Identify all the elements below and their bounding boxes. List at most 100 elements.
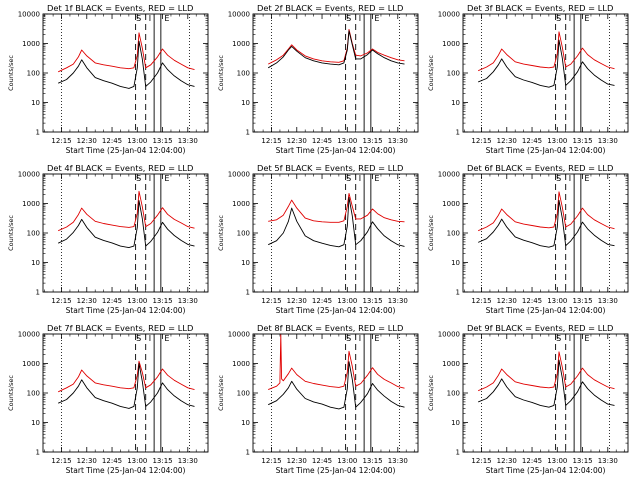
x-tick-label: 12:15 [261,457,281,465]
x-tick-label: 12:45 [522,297,542,305]
x-axis-label: Start Time (25-Jan-04 12:04:00) [66,466,186,475]
x-tick-label: 12:15 [261,297,281,305]
panel-title: Det 5f BLACK = Events, RED = LLD [257,163,403,173]
interval-marker-label: S [136,334,141,343]
plot-frame [462,13,629,133]
y-tick-label: 1000 [442,40,460,48]
y-axis-label: Counts/sec [7,215,15,251]
panel-title: Det 6f BLACK = Events, RED = LLD [467,163,613,173]
y-axis-label: Counts/sec [427,55,435,91]
lld-series-line [478,31,615,72]
y-tick-label: 10000 [18,11,40,19]
y-tick-label: 1 [36,289,40,297]
panel-1: Det 1f BLACK = Events, RED = LLD Counts/s… [7,3,209,155]
interval-marker-label: S [346,14,351,23]
y-tick-label: 100 [447,70,460,78]
interval-marker-label: S [346,334,351,343]
x-tick-label: 12:15 [51,457,71,465]
interval-marker-label: E [584,14,589,23]
events-series-line [478,39,615,88]
y-tick-label: 100 [27,70,40,78]
interval-marker-label: S [136,14,141,23]
x-tick-label: 12:45 [312,297,332,305]
y-tick-label: 1 [36,129,40,137]
plot-frame [42,173,209,293]
y-tick-label: 10 [31,419,40,427]
y-tick-label: 100 [237,70,250,78]
x-axis-label: Start Time (25-Jan-04 12:04:00) [276,306,396,315]
y-tick-label: 1000 [232,200,250,208]
y-tick-label: 10000 [228,171,250,179]
interval-marker-label: I [569,174,571,183]
interval-marker-label: S [346,174,351,183]
x-tick-label: 12:45 [102,297,122,305]
interval-marker-label: I [569,334,571,343]
x-tick-label: 13:15 [362,137,382,145]
y-tick-label: 1000 [22,200,40,208]
events-series-line [58,40,195,89]
y-tick-label: 1 [456,129,460,137]
panel-3: Det 3f BLACK = Events, RED = LLD Counts/s… [427,3,629,155]
x-tick-label: 12:45 [312,457,332,465]
x-tick-label: 12:30 [77,137,97,145]
panel-7: Det 7f BLACK = Events, RED = LLD Counts/s… [7,323,209,475]
events-series-line [268,197,405,248]
y-axis-label: Counts/sec [427,215,435,251]
x-axis-label: Start Time (25-Jan-04 12:04:00) [486,466,606,475]
interval-marker-label: I [359,334,361,343]
y-tick-label: 10 [31,99,40,107]
interval-marker-label: I [149,334,151,343]
events-series-line [267,30,405,69]
y-tick-label: 1000 [442,200,460,208]
x-tick-label: 13:15 [572,457,592,465]
lld-series-line [267,28,405,65]
x-tick-label: 12:15 [471,297,491,305]
y-axis-label: Counts/sec [217,55,225,91]
panel-title: Det 1f BLACK = Events, RED = LLD [47,3,193,13]
y-axis-label: Counts/sec [217,215,225,251]
interval-marker-label: E [374,334,379,343]
panel-8: Det 8f BLACK = Events, RED = LLD Counts/s… [217,323,419,475]
events-series-line [58,363,195,409]
interval-marker-label: E [164,14,169,23]
x-axis-label: Start Time (25-Jan-04 12:04:00) [276,146,396,155]
y-tick-label: 1 [456,449,460,457]
x-tick-label: 12:15 [51,137,71,145]
y-tick-label: 100 [27,390,40,398]
events-series-line [58,200,195,249]
y-tick-label: 1000 [22,360,40,368]
y-axis-label: Counts/sec [427,375,435,411]
x-tick-label: 13:00 [337,137,357,145]
x-tick-label: 12:45 [522,137,542,145]
y-tick-label: 100 [447,390,460,398]
x-tick-label: 12:15 [51,297,71,305]
x-tick-label: 13:00 [127,457,147,465]
panel-title: Det 9f BLACK = Events, RED = LLD [467,323,613,333]
interval-marker-label: I [149,174,151,183]
panel-5: Det 5f BLACK = Events, RED = LLD Counts/s… [217,163,419,315]
x-tick-label: 13:30 [598,297,618,305]
y-tick-label: 10000 [18,171,40,179]
x-tick-label: 13:15 [152,457,172,465]
x-tick-label: 13:15 [362,457,382,465]
plot-frame [462,333,629,453]
x-tick-label: 12:30 [77,457,97,465]
lld-series-line [478,191,615,232]
plot-frame [252,13,419,133]
y-tick-label: 10 [451,99,460,107]
plot-frame [42,333,209,453]
x-tick-label: 12:30 [497,137,517,145]
y-tick-label: 10 [241,259,250,267]
y-tick-label: 10 [241,99,250,107]
x-tick-label: 13:30 [388,137,408,145]
lld-series-line [58,190,195,232]
y-tick-label: 10000 [228,331,250,339]
events-series-line [478,359,615,408]
interval-marker-label: E [164,174,169,183]
panel-title: Det 3f BLACK = Events, RED = LLD [467,3,613,13]
y-tick-label: 10000 [438,171,460,179]
y-axis-label: Counts/sec [7,55,15,91]
y-tick-label: 1 [36,449,40,457]
y-tick-label: 100 [447,230,460,238]
